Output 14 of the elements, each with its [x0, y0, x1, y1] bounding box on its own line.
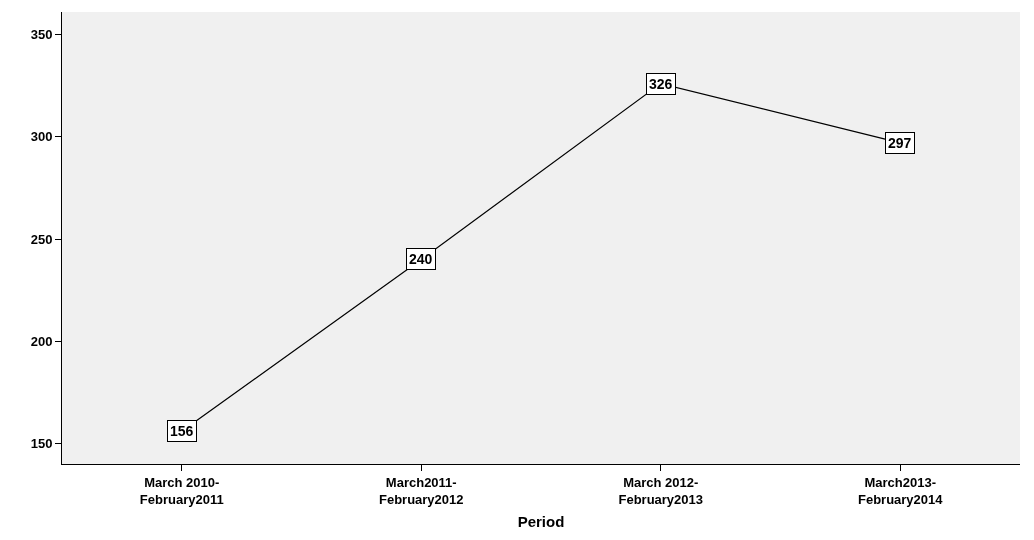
x-tick-label: March2013- February2014 — [857, 474, 944, 507]
x-axis-title: Period — [517, 512, 565, 530]
y-tick-label: 250 — [30, 231, 53, 247]
x-tick-label: March2011- February2012 — [378, 474, 464, 507]
x-tick-label: March 2010- February2011 — [139, 474, 224, 507]
y-tick-label: 300 — [30, 129, 53, 145]
x-tick-label: March 2012- February2013 — [618, 474, 704, 507]
y-tick-label: 200 — [30, 333, 53, 349]
y-tick-label: 150 — [30, 436, 53, 452]
data-label: 326 — [649, 76, 673, 92]
data-label: 156 — [170, 423, 194, 439]
data-label: 297 — [888, 135, 912, 151]
data-label: 240 — [409, 251, 433, 267]
y-tick-label: 350 — [30, 27, 53, 43]
